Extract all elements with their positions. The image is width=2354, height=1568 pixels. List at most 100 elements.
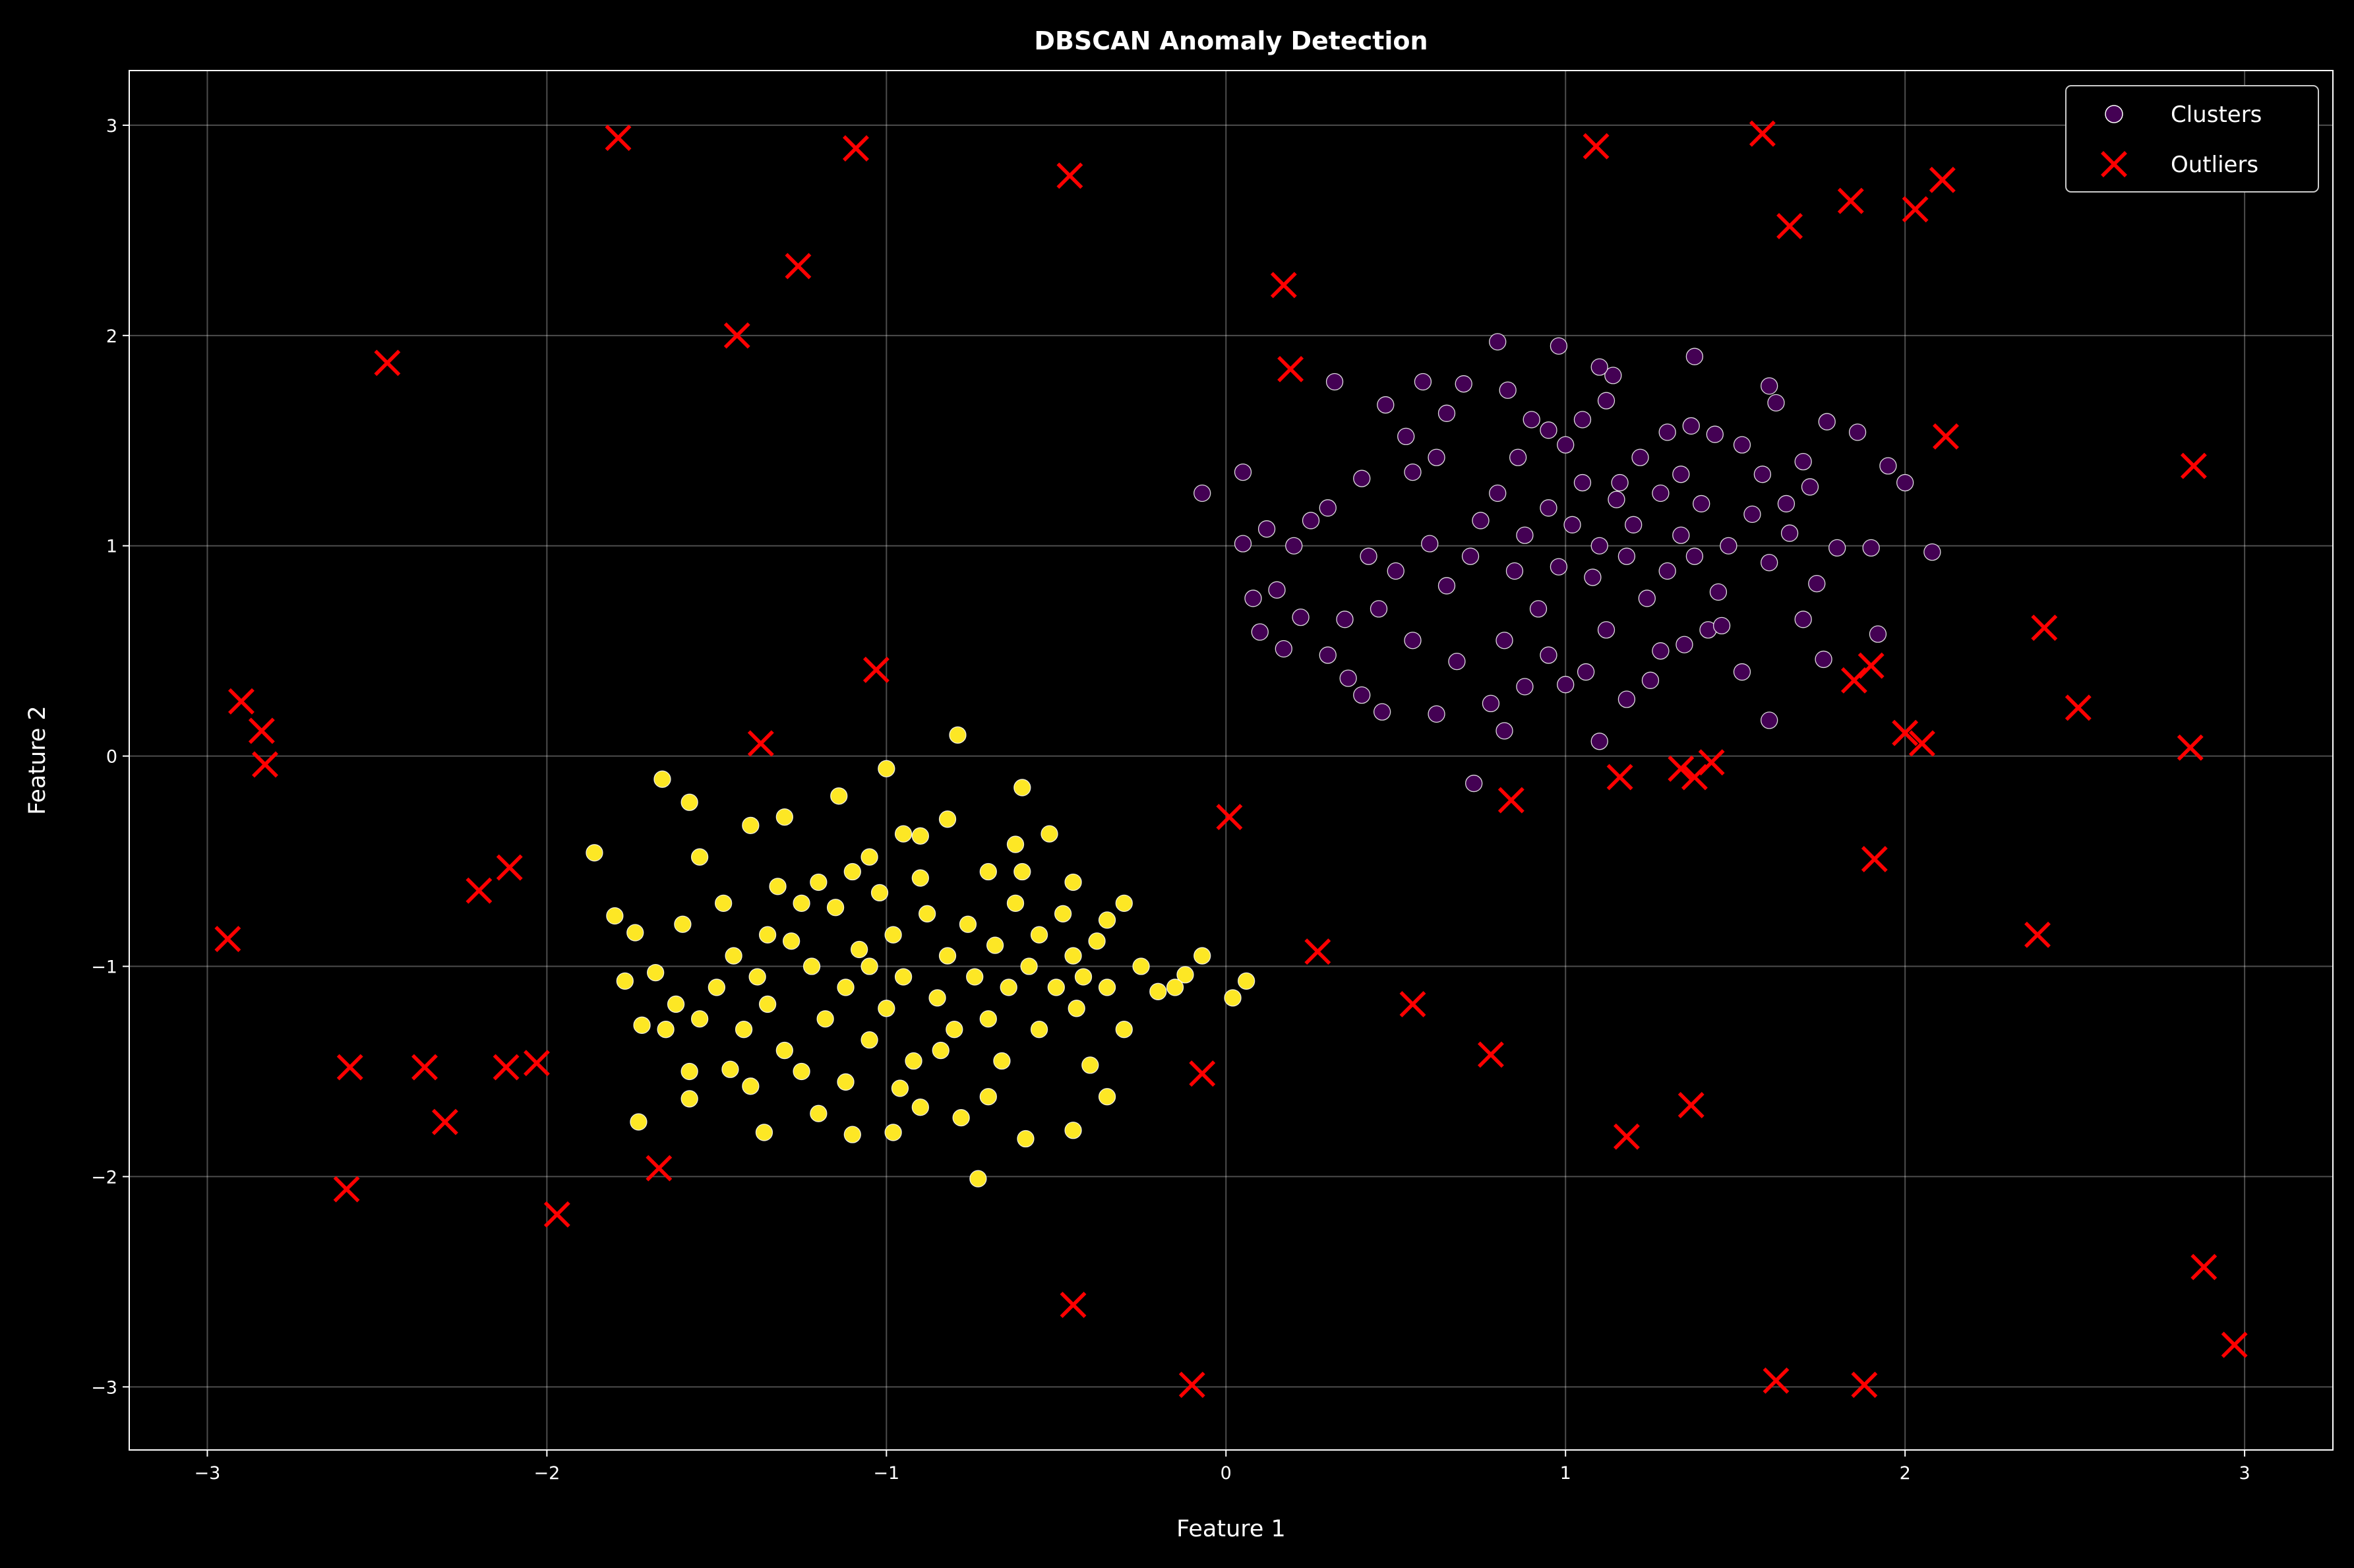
cluster-point xyxy=(1064,947,1082,965)
cluster-point xyxy=(680,1090,698,1108)
cluster-point xyxy=(1193,484,1211,502)
ticks: −3 −2 −1 0 1 2 3 −3 −2 −1 0 1 2 3 xyxy=(91,116,2250,1484)
cluster-point xyxy=(1577,663,1595,681)
outlier-point xyxy=(2024,921,2051,948)
cluster-point xyxy=(1428,705,1445,723)
cluster-point xyxy=(986,936,1004,954)
cluster-point xyxy=(1608,491,1625,508)
cluster-point xyxy=(1529,600,1548,618)
cluster-point xyxy=(758,995,777,1013)
y-tick-label: −2 xyxy=(91,1167,117,1188)
cluster-point xyxy=(949,726,967,744)
cluster-point xyxy=(1625,516,1643,533)
outlier-point xyxy=(1060,1292,1087,1318)
cluster-point xyxy=(725,947,742,965)
outlier-point xyxy=(1892,719,1919,746)
cluster-point xyxy=(1712,617,1731,635)
cluster-point xyxy=(1794,611,1812,628)
outlier-point xyxy=(1851,1372,1878,1399)
cluster-point xyxy=(1373,703,1391,721)
cluster-point xyxy=(850,940,868,959)
outlier-point xyxy=(862,656,890,683)
cluster-point xyxy=(742,1077,760,1095)
cluster-point xyxy=(1115,894,1133,913)
cluster-point xyxy=(1495,632,1513,649)
outlier-point xyxy=(1606,764,1633,791)
legend: Clusters Outliers xyxy=(2065,85,2319,193)
cluster-point xyxy=(1505,562,1524,580)
cluster-point xyxy=(952,1108,970,1127)
outlier-point xyxy=(1698,749,1725,776)
plot-frame xyxy=(129,70,2334,1451)
cluster-point xyxy=(1193,947,1211,965)
cluster-point xyxy=(1448,652,1466,671)
cluster-point xyxy=(1597,392,1615,409)
cluster-point xyxy=(870,884,889,902)
cluster-point xyxy=(1573,473,1592,492)
cluster-point xyxy=(715,894,733,913)
cluster-point xyxy=(1557,436,1575,454)
cluster-point xyxy=(979,862,997,881)
outlier-point xyxy=(1277,355,1304,382)
cluster-point xyxy=(911,869,929,887)
cluster-point xyxy=(1339,669,1357,687)
cluster-point xyxy=(1455,375,1472,393)
cluster-point xyxy=(878,760,895,777)
cluster-point xyxy=(1030,1021,1048,1039)
cluster-point xyxy=(1268,581,1286,599)
cluster-point xyxy=(932,1041,950,1060)
cluster-point xyxy=(1743,505,1761,524)
outlier-point xyxy=(1497,787,1524,814)
cluster-point xyxy=(1777,495,1796,513)
cluster-point xyxy=(878,1000,895,1017)
cluster-point xyxy=(1489,484,1507,502)
outlier-point xyxy=(1583,133,1610,160)
cluster-point xyxy=(1638,589,1656,607)
cluster-point xyxy=(1074,968,1093,986)
cluster-point xyxy=(1604,367,1622,384)
cluster-point xyxy=(758,926,777,944)
cluster-point xyxy=(1761,554,1778,572)
cluster-point xyxy=(755,1124,773,1141)
cluster-point xyxy=(1584,568,1602,586)
cluster-point xyxy=(826,899,845,917)
outlier-point xyxy=(1837,187,1864,214)
cluster-point xyxy=(1557,676,1575,694)
cluster-point xyxy=(802,957,821,975)
cluster-point xyxy=(1550,337,1568,355)
cluster-point xyxy=(793,1062,810,1081)
cluster-point xyxy=(928,989,946,1007)
cluster-point xyxy=(1081,1056,1099,1074)
cluster-point xyxy=(586,844,603,862)
outlier-point xyxy=(248,717,275,744)
cluster-point xyxy=(1720,537,1737,555)
cluster-point xyxy=(1685,547,1704,565)
outlier-point xyxy=(1613,1123,1640,1150)
cluster-point xyxy=(1563,516,1581,533)
cluster-point xyxy=(1489,333,1507,351)
cluster-point xyxy=(1590,358,1608,376)
outlier-point xyxy=(493,1054,520,1081)
cluster-point xyxy=(1848,423,1867,441)
y-tick-label: 0 xyxy=(106,747,117,768)
outlier-point xyxy=(1840,667,1867,694)
cluster-point xyxy=(1461,547,1480,565)
cluster-point xyxy=(1257,520,1276,538)
cluster-point xyxy=(1658,562,1676,580)
cluster-point xyxy=(1611,473,1629,492)
cluster-point xyxy=(1733,436,1751,454)
outlier-point xyxy=(1216,804,1243,831)
cluster-point xyxy=(1421,535,1439,553)
cluster-point xyxy=(606,907,624,925)
cluster-point xyxy=(1054,905,1072,922)
cluster-point xyxy=(969,1170,987,1188)
cluster-point xyxy=(1516,526,1534,544)
cluster-point xyxy=(1041,825,1058,843)
cluster-point xyxy=(946,1021,963,1039)
outlier-point xyxy=(1677,1092,1705,1118)
y-tick-label: −1 xyxy=(91,957,117,978)
cluster-point xyxy=(1064,1122,1082,1139)
cluster-point xyxy=(911,827,929,845)
cluster-point xyxy=(1509,448,1527,466)
cluster-point xyxy=(1573,411,1592,429)
